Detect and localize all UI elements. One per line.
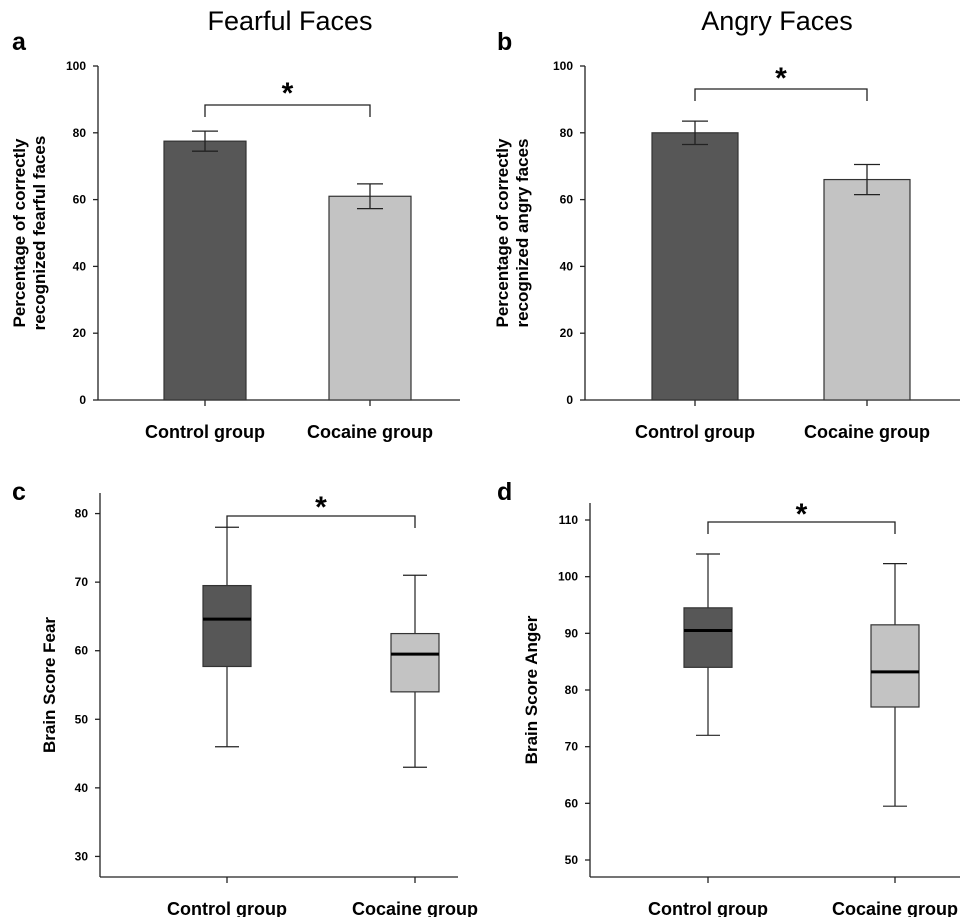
y-axis-label: recognized angry faces [513,139,532,328]
y-tick-label: 100 [553,59,573,73]
category-label: Cocaine group [307,422,433,442]
y-tick-label: 80 [75,507,89,521]
category-label: Control group [648,899,768,917]
panel-letter: a [12,28,27,56]
category-label: Cocaine group [832,899,958,917]
category-label: Control group [145,422,265,442]
y-tick-label: 40 [73,259,87,273]
panel-b: Angry Faces b 0 20 40 60 80 100 Percentage of co… [493,6,960,442]
y-tick-label: 30 [75,849,89,863]
panel-c: c 30 40 50 60 70 80 Brain Score Fear Control gro… [12,478,478,917]
y-tick-label: 90 [565,626,579,640]
significance-bracket [204,104,371,117]
significance-star: * [775,62,787,95]
box [390,632,440,693]
y-tick-label: 40 [560,259,574,273]
panel-letter: d [497,478,512,506]
box [683,607,733,668]
category-label: Cocaine group [352,899,478,917]
significance-star: * [282,77,294,110]
bar [163,140,247,401]
box [202,584,252,668]
chart-title: Fearful Faces [207,6,372,36]
panel-a: Fearful Faces a 0 20 40 60 80 100 Percentage of … [10,6,460,442]
y-tick-label: 0 [79,393,86,407]
y-tick-label: 80 [73,126,87,140]
y-tick-label: 20 [560,326,574,340]
bar [328,195,412,401]
panel-d: d 50 60 70 80 90 100 110 Brain Score Anger Contro… [497,478,960,917]
chart-title: Angry Faces [701,6,853,36]
y-tick-label: 100 [66,59,86,73]
significance-star: * [315,491,327,524]
y-tick-label: 0 [566,393,573,407]
panel-letter: c [12,478,26,506]
y-axis-label: Brain Score Fear [40,617,59,753]
y-tick-label: 80 [565,683,579,697]
y-tick-label: 50 [75,712,89,726]
category-label: Cocaine group [804,422,930,442]
y-tick-label: 70 [75,575,89,589]
y-tick-label: 100 [558,570,578,584]
category-label: Control group [167,899,287,917]
y-tick-label: 20 [73,326,87,340]
y-tick-label: 40 [75,781,89,795]
bar [651,132,739,401]
significance-bracket [226,515,416,528]
y-tick-label: 60 [560,193,574,207]
significance-bracket [707,521,896,534]
bar [823,178,911,401]
y-tick-label: 50 [565,853,579,867]
y-tick-label: 60 [75,644,89,658]
y-axis-label: recognized fearful faces [30,136,49,331]
y-axis-label: Percentage of correctly [493,138,512,328]
panel-letter: b [497,28,512,56]
y-tick-label: 110 [559,513,579,527]
significance-star: * [796,498,808,531]
significance-bracket [694,88,868,101]
category-label: Control group [635,422,755,442]
box [870,624,920,708]
y-axis-label: Brain Score Anger [522,615,541,764]
y-axis-label: Percentage of correctly [10,138,29,328]
y-tick-label: 70 [565,740,579,754]
y-tick-label: 80 [560,126,574,140]
y-tick-label: 60 [73,193,87,207]
y-tick-label: 60 [565,796,579,810]
